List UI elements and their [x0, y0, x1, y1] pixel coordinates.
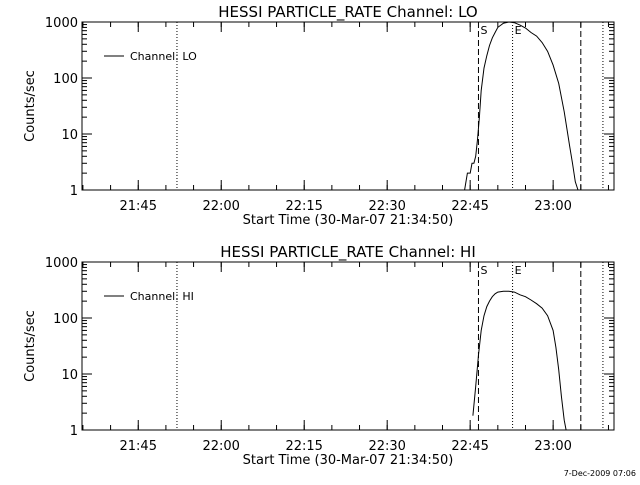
plot-frame: [81, 21, 615, 191]
x-tick-label: 22:15: [285, 199, 322, 214]
panel-hi: HESSI PARTICLE_RATE Channel: HI 1 10 100 100…: [23, 243, 615, 468]
x-tick-label: 21:45: [120, 199, 157, 214]
panel-lo: HESSI PARTICLE_RATE Channel: LO 1 10 100 100…: [23, 3, 615, 228]
legend-entry: Channel: HI: [130, 290, 194, 303]
y-tick-label: 10: [61, 368, 78, 383]
legend-entry: Channel: LO: [130, 50, 197, 63]
y-tick-label: 1000: [45, 16, 78, 31]
marker-label: E: [515, 24, 522, 37]
y-tick-label: 1000: [45, 256, 78, 271]
y-tick-label: 1: [70, 184, 78, 199]
x-axis-label: Start Time (30-Mar-07 21:34:50): [243, 213, 454, 228]
y-tick-label: 10: [61, 128, 78, 143]
chart-title: HESSI PARTICLE_RATE Channel: HI: [220, 243, 476, 262]
x-tick-label: 22:00: [202, 199, 239, 214]
chart-title: HESSI PARTICLE_RATE Channel: LO: [218, 3, 477, 22]
x-tick-label: 21:45: [120, 439, 157, 454]
y-axis-label: Counts/sec: [23, 310, 38, 382]
plot-frame: [81, 261, 615, 431]
marker-label: E: [515, 264, 522, 277]
y-axis-label: Counts/sec: [23, 70, 38, 142]
x-tick-label: 22:00: [202, 439, 239, 454]
y-tick-label: 100: [53, 312, 78, 327]
footer-timestamp: 7-Dec-2009 07:06: [563, 469, 636, 478]
x-tick-label: 22:45: [451, 439, 488, 454]
y-tick-label: 100: [53, 72, 78, 87]
x-tick-label: 23:00: [534, 439, 571, 454]
x-tick-label: 22:15: [285, 439, 322, 454]
marker-label: S: [480, 24, 487, 37]
x-tick-label: 23:00: [534, 199, 571, 214]
x-axis-label: Start Time (30-Mar-07 21:34:50): [243, 453, 454, 468]
x-tick-label: 22:30: [368, 439, 405, 454]
x-tick-label: 22:30: [368, 199, 405, 214]
series-line: [464, 21, 579, 191]
y-tick-label: 1: [70, 424, 78, 439]
series-line: [472, 290, 567, 431]
marker-label: S: [480, 264, 487, 277]
x-tick-label: 22:45: [451, 199, 488, 214]
